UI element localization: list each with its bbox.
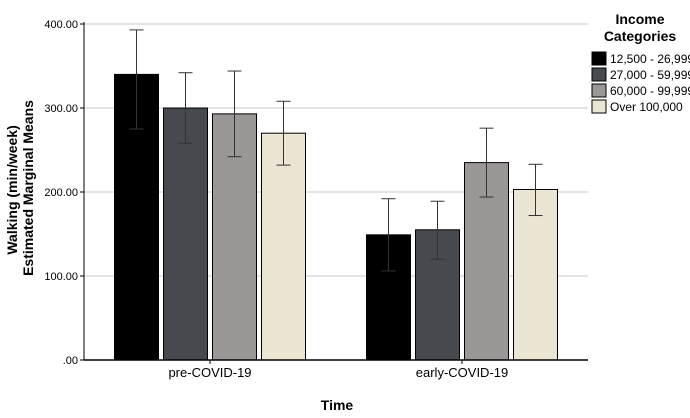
legend-label: 27,000 - 59,999 bbox=[610, 68, 690, 82]
legend-label: 12,500 - 26,999 bbox=[610, 52, 690, 66]
legend-title-line-2: Categories bbox=[604, 28, 677, 44]
legend-label: Over 100,000 bbox=[610, 100, 683, 114]
y-tick-label: .00 bbox=[63, 355, 78, 367]
bar bbox=[163, 107, 208, 361]
legend-label: 60,000 - 99,999 bbox=[610, 84, 690, 98]
x-tick-label: pre-COVID-19 bbox=[168, 365, 251, 380]
x-tick-label: early-COVID-19 bbox=[416, 365, 508, 380]
legend-swatch bbox=[591, 83, 607, 98]
y-axis-title-line-2: Estimated Marginal Means bbox=[20, 100, 36, 276]
y-tick-label: 400.00 bbox=[44, 19, 78, 31]
bar bbox=[513, 188, 558, 361]
y-tick-label: 200.00 bbox=[44, 187, 78, 199]
bar bbox=[261, 132, 306, 361]
error-bars bbox=[129, 29, 543, 272]
legend-swatch bbox=[591, 51, 607, 66]
x-axis-title: Time bbox=[321, 397, 354, 413]
legend-title-line-1: Income bbox=[615, 11, 664, 27]
legend-swatch bbox=[591, 99, 607, 114]
legend-swatch bbox=[591, 67, 607, 82]
y-axis-title-line-1: Walking (min/week) bbox=[4, 125, 20, 254]
axes: .00 100.00 200.00 300.00 400.00 pre-COVID-19 e… bbox=[44, 19, 588, 380]
y-tick-label: 100.00 bbox=[44, 271, 78, 283]
y-axis-title: Walking (min/week) Estimated Marginal Me… bbox=[4, 100, 36, 276]
bars bbox=[114, 73, 558, 361]
legend: Income Categories 12,500 - 26,999 27,000 … bbox=[591, 11, 690, 114]
y-tick-label: 300.00 bbox=[44, 103, 78, 115]
gridlines bbox=[84, 23, 588, 277]
